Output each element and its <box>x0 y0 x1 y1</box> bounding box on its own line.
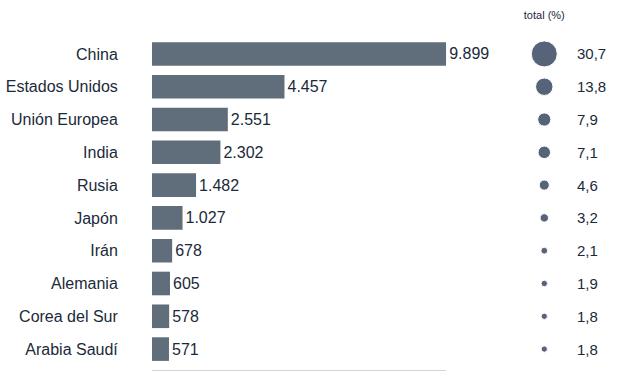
svg-text:9.899: 9.899 <box>449 45 489 62</box>
svg-text:3,2: 3,2 <box>577 209 598 226</box>
svg-text:1,8: 1,8 <box>577 341 598 358</box>
svg-text:1,8: 1,8 <box>577 308 598 325</box>
svg-text:1,9: 1,9 <box>577 275 598 292</box>
svg-text:total (%): total (%) <box>524 9 565 21</box>
svg-text:678: 678 <box>175 242 202 259</box>
svg-text:1.482: 1.482 <box>199 177 239 194</box>
svg-text:13,8: 13,8 <box>577 78 606 95</box>
svg-text:Japón: Japón <box>74 210 118 227</box>
svg-text:7,9: 7,9 <box>577 111 598 128</box>
svg-text:India: India <box>83 144 118 161</box>
svg-text:571: 571 <box>172 341 199 358</box>
svg-text:30,7: 30,7 <box>577 45 606 62</box>
svg-text:4,6: 4,6 <box>577 177 598 194</box>
svg-text:7,1: 7,1 <box>577 144 598 161</box>
svg-text:Estados Unidos: Estados Unidos <box>6 78 118 95</box>
svg-text:Unión Europea: Unión Europea <box>11 111 118 128</box>
svg-text:578: 578 <box>172 308 199 325</box>
svg-text:Corea del Sur: Corea del Sur <box>19 308 118 325</box>
svg-text:Arabia Saudí: Arabia Saudí <box>25 341 118 358</box>
svg-text:1.027: 1.027 <box>186 209 226 226</box>
svg-text:Rusia: Rusia <box>77 177 118 194</box>
svg-text:China: China <box>76 46 118 63</box>
svg-text:Irán: Irán <box>90 242 118 259</box>
svg-text:2,1: 2,1 <box>577 242 598 259</box>
svg-text:605: 605 <box>173 275 200 292</box>
svg-text:4.457: 4.457 <box>287 78 327 95</box>
svg-text:Alemania: Alemania <box>51 275 118 292</box>
svg-text:2.551: 2.551 <box>231 111 271 128</box>
svg-text:2.302: 2.302 <box>223 144 263 161</box>
